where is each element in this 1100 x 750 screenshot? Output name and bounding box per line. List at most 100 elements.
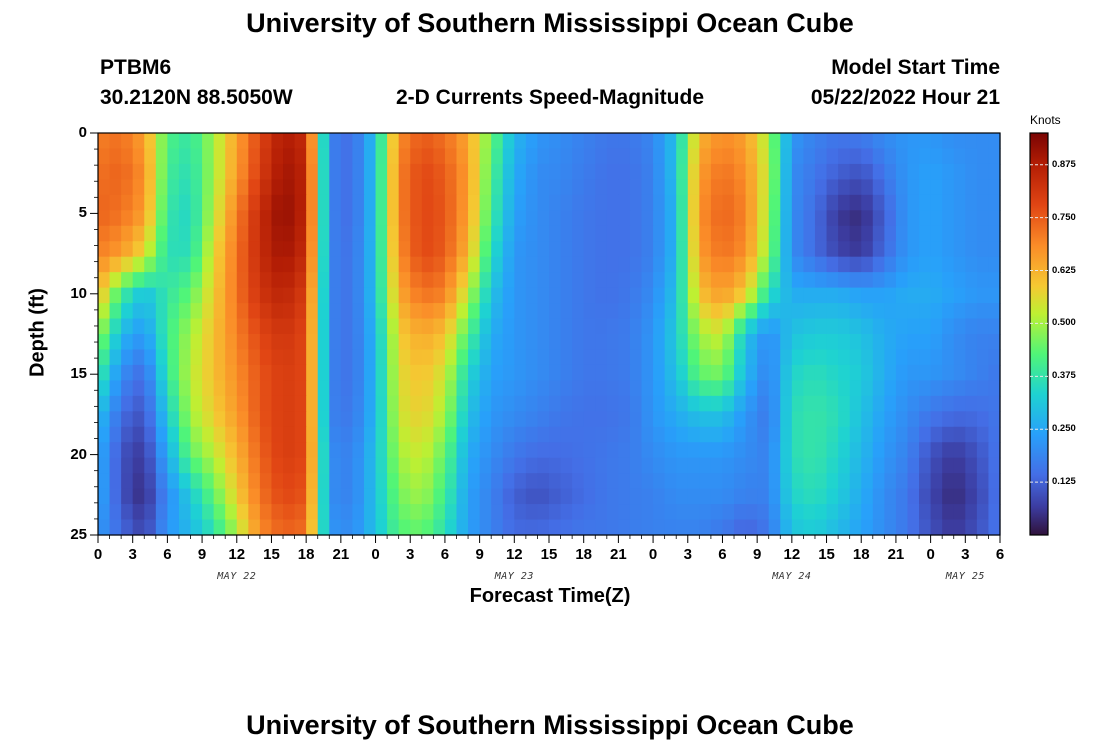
heatmap-cell [722,442,735,459]
heatmap-cell [236,504,249,521]
x-axis-ticks [97,535,1001,543]
heatmap-cell [398,442,411,459]
heatmap-cell [884,426,897,443]
heatmap-cell [294,210,307,227]
heatmap-cell [202,334,215,351]
heatmap-cell [132,349,145,366]
heatmap-cell [930,210,943,227]
heatmap-cell [340,287,354,304]
heatmap-cell [132,194,145,211]
heatmap-cell [468,148,481,165]
heatmap-cell [953,411,966,428]
heatmap-cell [629,133,643,150]
page-title: University of Southern Mississippi Ocean… [246,8,854,38]
heatmap-cell [421,473,434,490]
heatmap-cell [502,241,515,258]
heatmap-cell [664,225,677,242]
heatmap-cell [953,148,966,165]
heatmap-cell [456,210,469,227]
heatmap-cell [745,504,758,521]
heatmap-cell [653,395,666,412]
heatmap-cell [456,194,469,211]
heatmap-cell [838,241,851,258]
heatmap-cell [514,133,527,150]
heatmap-cell [271,241,284,258]
heatmap-cell [340,442,354,459]
heatmap-cell [144,457,157,474]
heatmap-cell [930,364,943,381]
heatmap-cell [514,225,527,242]
heatmap-cell [109,318,122,335]
heatmap-cell [618,426,631,443]
heatmap-cell [283,349,296,366]
heatmap-cell [606,488,619,505]
heatmap-cell [814,395,828,412]
heatmap-cell [259,163,273,180]
heatmap-cell [849,364,862,381]
heatmap-cell [884,364,897,381]
heatmap-cell [363,349,377,366]
heatmap-cell [849,457,862,474]
heatmap-cell [861,148,874,165]
heatmap-cell [838,210,851,227]
heatmap-cell [387,303,400,320]
heatmap-cell [468,395,481,412]
heatmap-cell [121,334,134,351]
heatmap-cell [514,442,527,459]
heatmap-cell [595,256,608,273]
heatmap-cell [560,225,573,242]
heatmap-cell [271,287,284,304]
heatmap-cell [641,133,654,150]
heatmap-cell [502,380,515,397]
heatmap-cell [942,287,955,304]
heatmap-cell [653,349,666,366]
heatmap-cell [791,473,805,490]
heatmap-cell [676,334,689,351]
heatmap-cell [849,194,862,211]
heatmap-cell [641,442,654,459]
heatmap-cell [768,457,781,474]
heatmap-cell [791,241,805,258]
heatmap-cell [780,473,793,490]
heatmap-cell [456,334,469,351]
heatmap-cell [167,395,180,412]
x-tick-label: 6 [163,546,172,563]
heatmap-cell [456,395,469,412]
heatmap-cell [861,457,874,474]
heatmap-cell [444,163,458,180]
heatmap-cell [803,395,816,412]
heatmap-cell [768,210,781,227]
heatmap-cell [861,473,874,490]
heatmap-cell [306,442,319,459]
heatmap-cell [699,287,712,304]
heatmap-cell [953,318,966,335]
heatmap-cell [826,272,839,289]
heatmap-cell [572,488,585,505]
heatmap-cell [283,364,296,381]
heatmap-cell [317,349,330,366]
heatmap-cell [849,318,862,335]
heatmap-cell [202,395,215,412]
heatmap-cell [803,426,816,443]
heatmap-cell [375,287,388,304]
heatmap-cell [560,133,573,150]
heatmap-cell [965,241,978,258]
heatmap-cell [872,241,885,258]
heatmap-cell [144,163,157,180]
heatmap-cell [583,194,596,211]
heatmap-cell [595,488,608,505]
heatmap-cell [283,411,296,428]
heatmap-cell [363,148,377,165]
heatmap-cell [259,179,273,196]
heatmap-cell [710,318,724,335]
heatmap-cell [109,426,122,443]
heatmap-cell [942,380,955,397]
heatmap-cell [814,256,828,273]
heatmap-cell [167,488,180,505]
heatmap-cell [641,457,654,474]
heatmap-cell [537,504,550,521]
heatmap-cell [803,473,816,490]
heatmap-cell [907,504,920,521]
heatmap-cell [595,272,608,289]
heatmap-cell [618,256,631,273]
